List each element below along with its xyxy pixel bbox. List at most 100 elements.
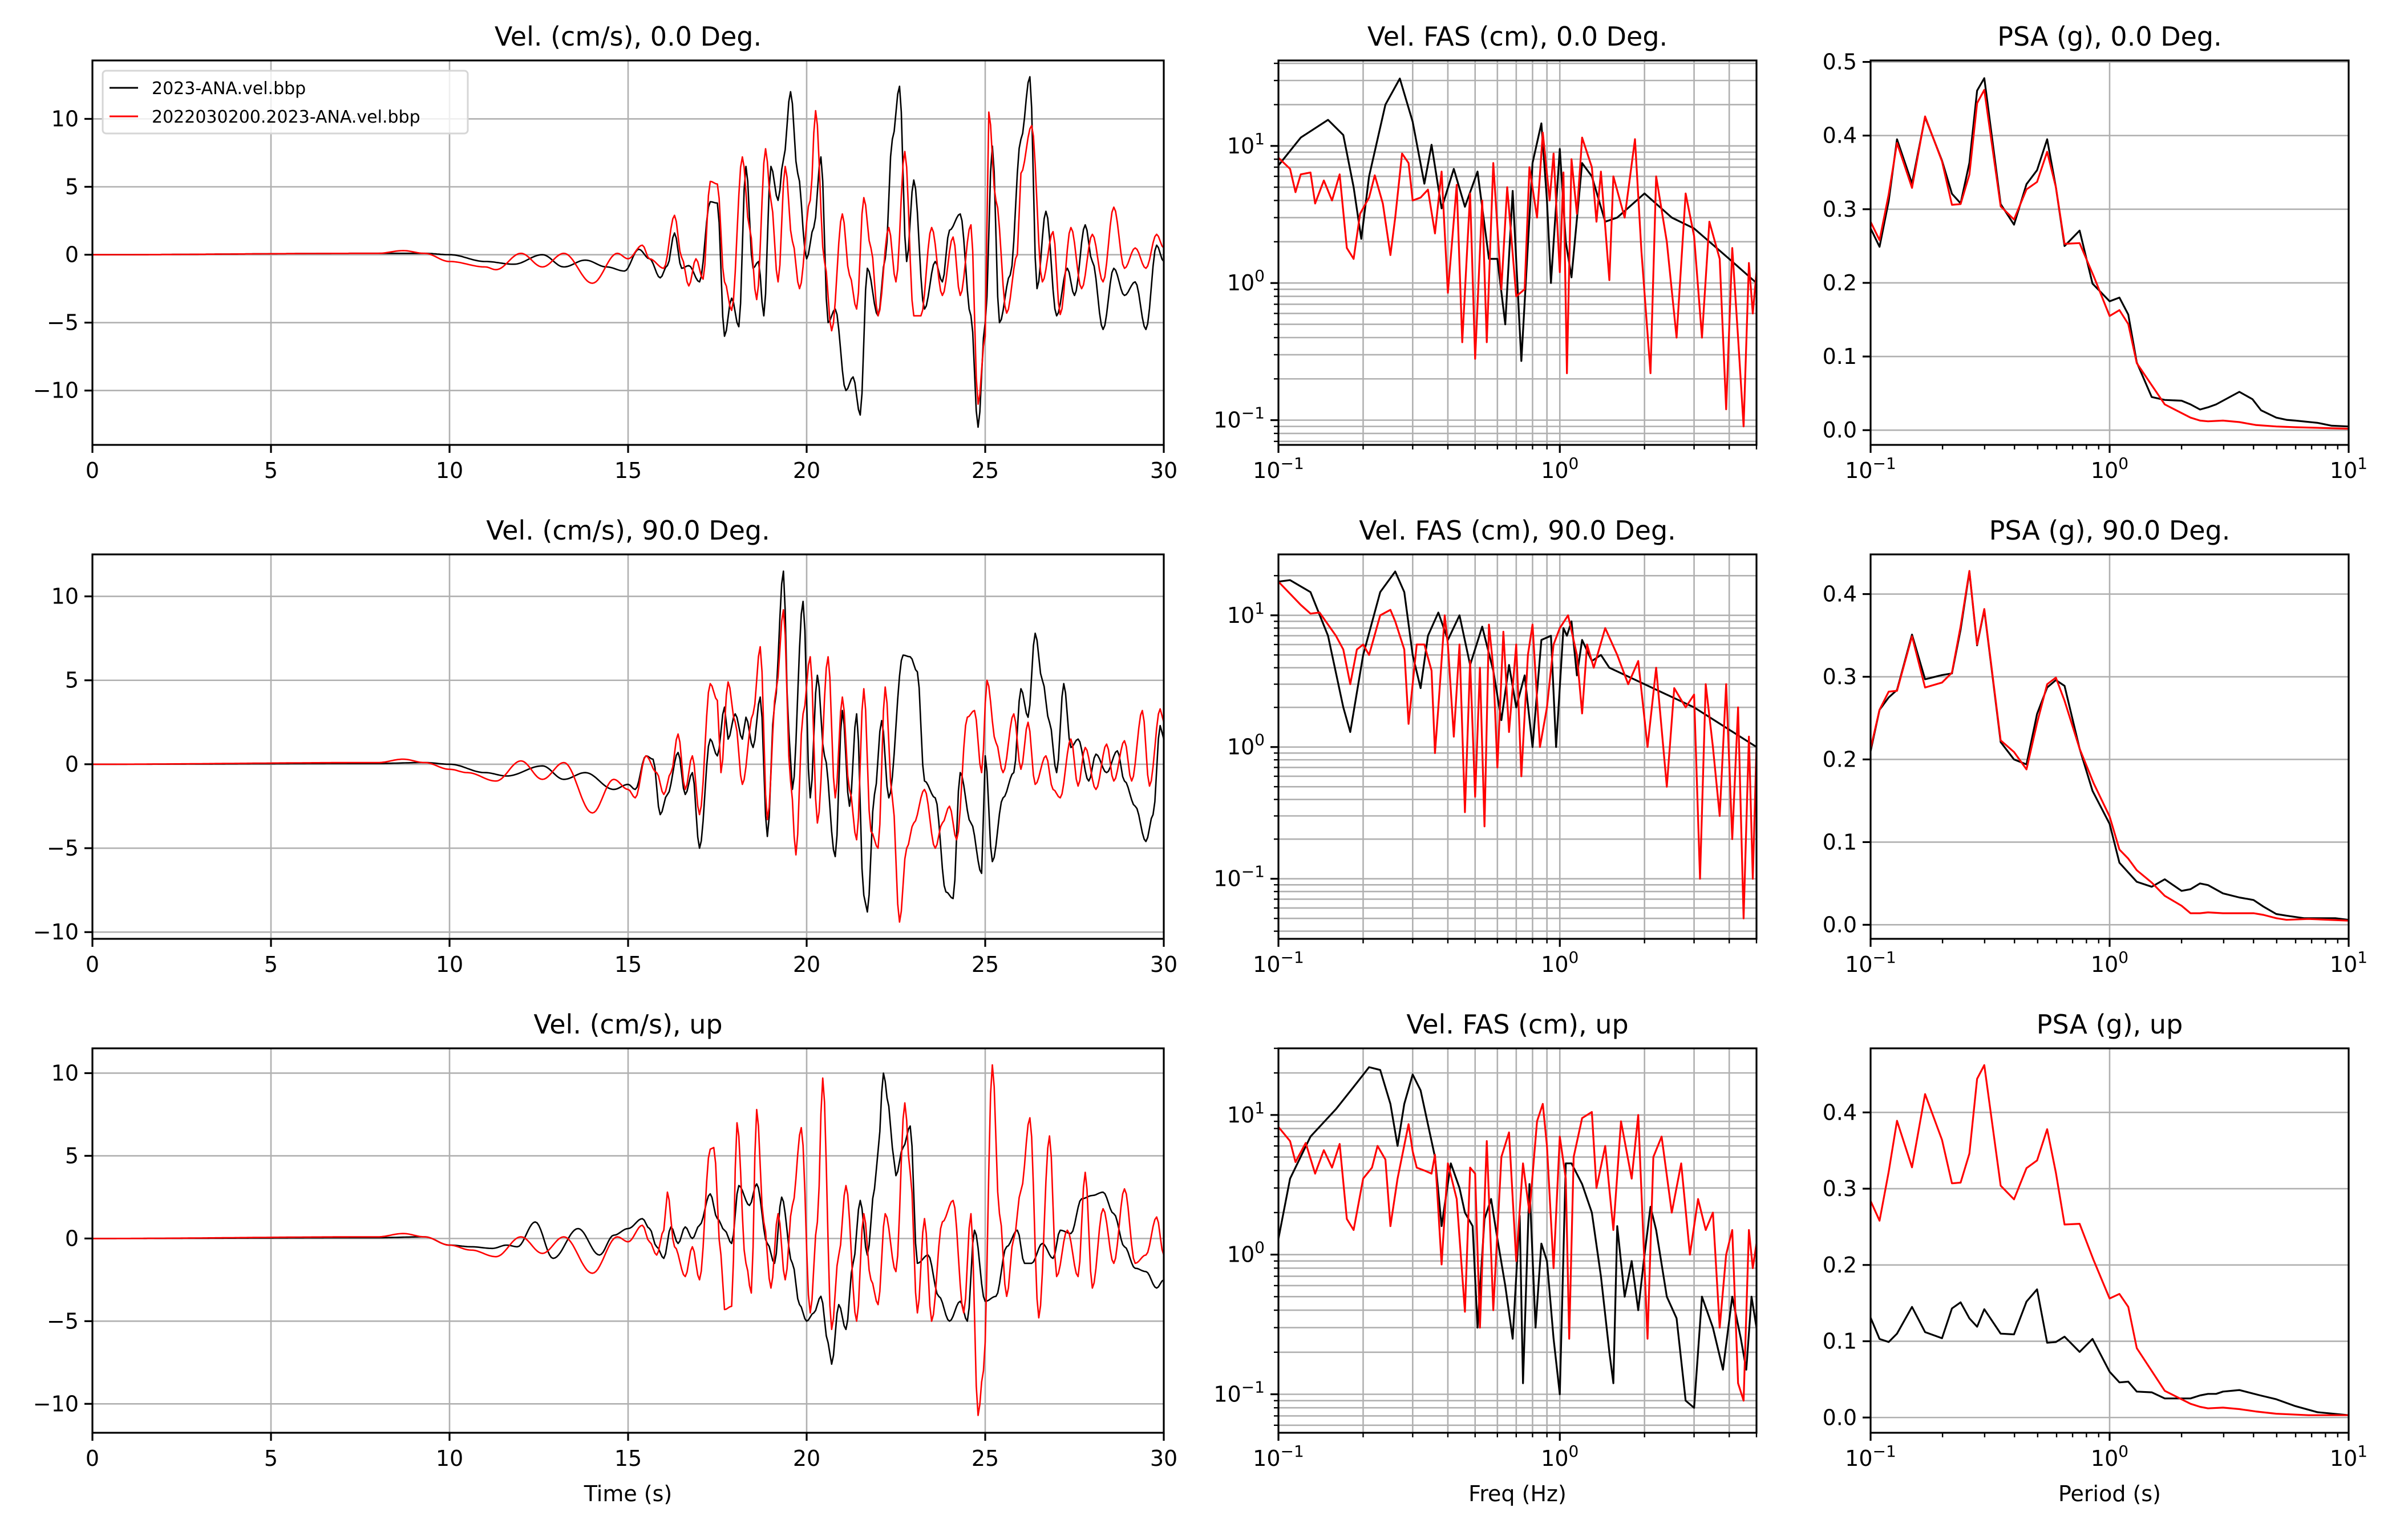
x-tick-label: 30 [1150,458,1177,483]
y-tick-label: 100 [1227,266,1265,295]
chart-title: PSA (g), 0.0 Deg. [1997,21,2222,52]
chart-title: Vel. (cm/s), 0.0 Deg. [495,21,762,52]
axes-frame [1869,553,2350,940]
y-tick-label: 0.2 [1823,1253,1857,1278]
x-tick-label: 10−1 [1253,454,1304,483]
x-tick-label: 101 [2330,454,2367,483]
x-tick-label: 20 [793,1446,820,1471]
y-tick-label: 10−1 [1213,862,1265,891]
series-line-simulated [92,609,1164,923]
series-line-simulated [1278,1103,1756,1402]
chart-title: Vel. FAS (cm), 90.0 Deg. [1359,515,1676,546]
series-line-simulated [1871,89,2349,430]
x-axis-label: Freq (Hz) [1468,1481,1567,1506]
axes-frame [1277,553,1758,940]
y-tick-label: 0.3 [1823,664,1857,690]
y-tick-label: −10 [33,919,79,945]
legend: 2023-ANA.vel.bbp 2022030200.2023-ANA.vel.… [102,70,469,135]
chart-title: PSA (g), 90.0 Deg. [1989,515,2231,546]
series-group [1278,78,1756,428]
x-tick-label: 10−1 [1253,948,1304,977]
series-line-simulated [1278,581,1756,919]
y-tick-label: 10−1 [1213,404,1265,433]
series-line-recorded [1871,77,2349,428]
series-group [1871,570,2349,922]
x-tick-label: 100 [1541,1442,1579,1471]
x-tick-label: 100 [1541,454,1579,483]
y-tick-label: −5 [47,310,79,335]
y-tick-label: 5 [65,1143,79,1168]
axes-frame [91,59,1165,446]
y-tick-label: 0.0 [1823,418,1857,443]
series-group [92,1064,1164,1416]
x-tick-label: 10−1 [1845,1442,1896,1471]
chart-title: Vel. (cm/s), 90.0 Deg. [486,515,770,546]
y-tick-label: 0.5 [1823,50,1857,75]
series-group [1278,570,1756,919]
grid [1869,1048,2350,1433]
y-tick-label: −10 [33,1391,79,1416]
panel-fas-0: 10−1 100 10−1 100 101 Vel. FAS (cm), 0.0 Deg. [1213,21,1758,483]
series-group [92,76,1164,428]
grid [91,1048,1165,1433]
y-tick-label: 0 [65,752,79,777]
x-tick-label: 5 [264,1446,278,1471]
y-tick-label: 0 [65,242,79,268]
x-tick-label: 30 [1150,952,1177,977]
axes-frame [91,1047,1165,1434]
x-tick-label: 10−1 [1845,948,1896,977]
axes-frame [1277,1047,1758,1434]
y-tick-label: 100 [1227,731,1265,760]
series-line-simulated [92,1064,1164,1416]
x-tick-label: 25 [972,1446,999,1471]
axes-frame [1869,59,2350,446]
series-line-recorded [1871,1288,2349,1416]
x-tick-label: 0 [86,952,99,977]
y-tick-label: 0.3 [1823,1176,1857,1201]
chart-title: Vel. (cm/s), up [533,1009,722,1040]
y-tick-label: 100 [1227,1238,1265,1267]
x-axis-label: Time (s) [584,1481,673,1506]
y-tick-label: 101 [1227,129,1265,159]
y-tick-label: 0.2 [1823,747,1857,772]
x-tick-label: 15 [614,952,642,977]
panel-psa-90: 10−1 100 101 0.0 0.1 0.2 0.3 0.4 PSA (g), 90.0 D… [1823,515,2368,977]
y-tick-label: 101 [1227,1099,1265,1128]
panel-psa-0: 10−1 100 101 0.0 0.1 0.2 0.3 0.4 0.5 PSA (g), 0.0… [1823,21,2368,483]
x-tick-label: 10 [436,458,463,483]
y-tick-label: 5 [65,174,79,199]
x-tick-label: 20 [793,952,820,977]
y-tick-label: 0 [65,1226,79,1251]
y-tick-label: 0.2 [1823,270,1857,295]
grid [1277,1047,1758,1433]
x-tick-label: 0 [86,1446,99,1471]
grid [1277,554,1758,939]
y-tick-label: 0.0 [1823,1405,1857,1430]
y-tick-label: 0.4 [1823,1100,1857,1125]
panel-vel-90: 0 5 10 15 20 25 30 −10 −5 0 5 10 Vel. (cm/s), 90.0 D… [33,515,1177,977]
x-tick-label: 10−1 [1845,454,1896,483]
series-group [92,570,1164,923]
x-tick-label: 0 [86,458,99,483]
x-tick-label: 101 [2330,948,2367,977]
x-tick-label: 20 [793,458,820,483]
axes-frame [91,553,1165,940]
x-tick-label: 10 [436,952,463,977]
series-line-recorded [1278,570,1756,748]
y-tick-label: 101 [1227,599,1265,628]
x-tick-label: 10 [436,1446,463,1471]
y-tick-label: 0.4 [1823,123,1857,148]
y-tick-label: 0.4 [1823,582,1857,607]
panel-fas-up: 10−1 100 10−1 100 101 Vel. FAS (cm), up Freq (… [1213,1009,1758,1506]
axes-frame [1869,1047,2350,1434]
panel-fas-90: 10−1 100 10−1 100 101 Vel. FAS (cm), 90.0 Deg… [1213,515,1758,977]
x-tick-label: 100 [2091,1442,2128,1471]
x-tick-label: 5 [264,952,278,977]
legend-label: 2023-ANA.vel.bbp [152,79,306,99]
panel-psa-up: 10−1 100 101 0.0 0.1 0.2 0.3 0.4 PSA (g), up Peri… [1823,1009,2368,1506]
y-tick-label: 10 [51,584,79,609]
x-tick-label: 25 [972,952,999,977]
y-tick-label: −5 [47,1308,79,1334]
series-group [1871,1064,2349,1416]
